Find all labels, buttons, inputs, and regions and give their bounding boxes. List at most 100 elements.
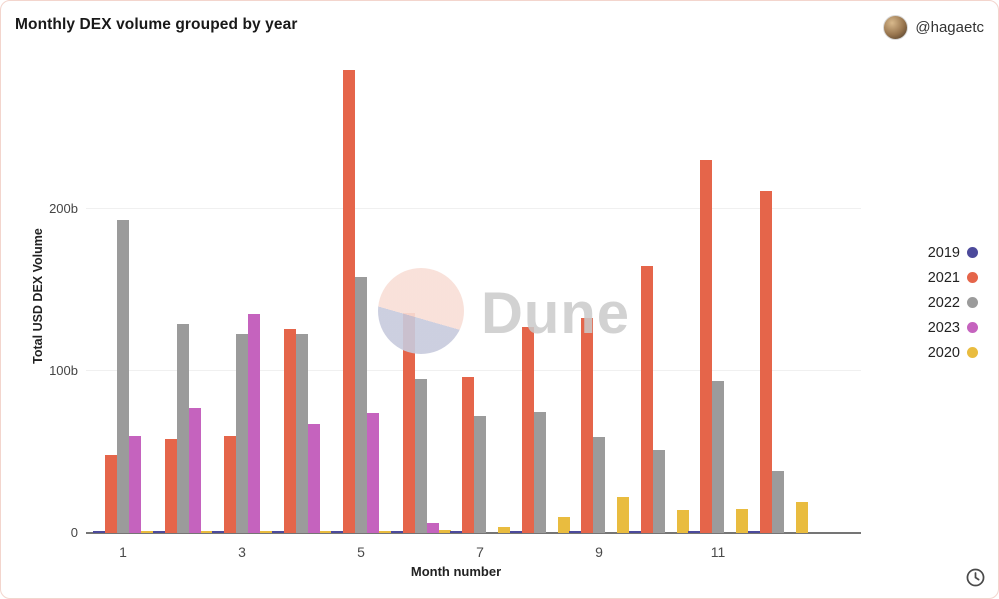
bar-2021-month-5[interactable] [343, 69, 355, 533]
legend-label: 2020 [927, 344, 960, 361]
author-profile[interactable]: @hagaetc [883, 15, 984, 40]
x-tick-label: 5 [357, 544, 365, 560]
gridline [86, 370, 861, 371]
legend-label: 2019 [927, 244, 960, 261]
legend-dot [967, 272, 978, 283]
bar-2021-month-2[interactable] [164, 439, 177, 533]
bar-2022-month-12[interactable] [771, 471, 784, 533]
bar-group-month-3 [212, 56, 272, 533]
bar-2022-month-10[interactable] [652, 450, 665, 533]
bar-2022-month-6[interactable] [414, 379, 427, 533]
bar-2023-month-2[interactable] [188, 408, 201, 533]
x-tick-label: 7 [476, 544, 484, 560]
bar-group-month-7 [450, 56, 510, 533]
bar-2019-month-5[interactable] [331, 531, 343, 533]
bar-2021-month-8[interactable] [521, 327, 534, 533]
y-tick-label: 200b [49, 201, 78, 216]
bar-2020-month-7[interactable] [498, 526, 510, 533]
bar-2021-month-9[interactable] [581, 317, 593, 533]
bar-2019-month-1[interactable] [93, 531, 105, 533]
page-title: Monthly DEX volume grouped by year [15, 16, 298, 33]
bar-2022-month-3[interactable] [236, 333, 248, 533]
bar-group-month-9 [569, 56, 629, 533]
bar-2020-month-3[interactable] [260, 531, 272, 533]
legend-item-2023[interactable]: 2023 [928, 315, 978, 340]
bar-2022-month-1[interactable] [117, 220, 129, 533]
x-tick-label: 3 [238, 544, 246, 560]
y-tick-label: 0 [70, 525, 78, 540]
bar-2023-month-1[interactable] [129, 435, 141, 533]
gridline [86, 208, 861, 209]
bar-2022-month-9[interactable] [593, 437, 605, 533]
bar-group-month-8 [509, 56, 570, 533]
bar-2023-month-6[interactable] [426, 523, 439, 533]
bar-2020-month-4[interactable] [319, 531, 332, 533]
bar-2020-month-11[interactable] [736, 508, 748, 533]
avatar[interactable] [883, 15, 909, 40]
bar-2021-month-6[interactable] [402, 312, 415, 533]
x-tick-label: 1 [119, 544, 127, 560]
legend: 2019 2021 2022 2023 2020 [928, 240, 978, 365]
dune-watermark: Dune [481, 281, 630, 346]
bar-2020-month-5[interactable] [379, 531, 391, 533]
legend-dot [967, 247, 978, 258]
bar-2021-month-10[interactable] [640, 265, 653, 533]
bar-2023-month-4[interactable] [307, 424, 320, 533]
bar-group-month-1 [93, 56, 153, 533]
bar-2019-month-11[interactable] [688, 531, 700, 533]
bar-2022-month-5[interactable] [355, 277, 367, 533]
bar-group-month-2 [152, 56, 213, 533]
bar-2019-month-12[interactable] [747, 531, 760, 533]
bar-2020-month-1[interactable] [141, 531, 153, 533]
bar-2022-month-7[interactable] [474, 416, 486, 533]
plot-area [86, 56, 861, 534]
legend-item-2019[interactable]: 2019 [928, 240, 978, 265]
bar-2022-month-4[interactable] [295, 333, 308, 533]
bar-2019-month-10[interactable] [628, 531, 641, 533]
bar-2020-month-2[interactable] [200, 531, 213, 533]
bar-group-month-12 [747, 56, 808, 533]
x-tick-label: 9 [595, 544, 603, 560]
bar-2023-month-5[interactable] [367, 413, 379, 533]
author-handle[interactable]: @hagaetc [915, 19, 984, 36]
bar-2020-month-12[interactable] [795, 502, 808, 533]
bar-2021-month-1[interactable] [105, 455, 117, 533]
dune-logo-circle [378, 268, 464, 354]
legend-item-2022[interactable]: 2022 [928, 290, 978, 315]
clock-icon[interactable] [965, 567, 986, 588]
bar-group-month-10 [628, 56, 689, 533]
legend-dot [967, 347, 978, 358]
bar-2022-month-11[interactable] [712, 380, 724, 533]
bar-2021-month-11[interactable] [700, 160, 712, 533]
bar-2021-month-7[interactable] [462, 377, 474, 533]
bar-2019-month-4[interactable] [271, 531, 284, 533]
legend-label: 2021 [927, 269, 960, 286]
bar-2023-month-3[interactable] [248, 314, 260, 533]
bar-2019-month-9[interactable] [569, 531, 581, 533]
bar-2019-month-2[interactable] [152, 531, 165, 533]
x-axis-label: Month number [410, 564, 502, 579]
bar-2022-month-8[interactable] [533, 411, 546, 533]
x-tick-label: 11 [710, 544, 726, 560]
legend-label: 2023 [927, 319, 960, 336]
legend-item-2020[interactable]: 2020 [928, 340, 978, 365]
bar-2019-month-7[interactable] [450, 531, 462, 533]
bar-2021-month-4[interactable] [283, 328, 296, 533]
bar-group-month-6 [390, 56, 451, 533]
y-axis-label: Total USD DEX Volume [31, 228, 45, 364]
x-axis-line [86, 532, 861, 534]
bar-2019-month-3[interactable] [212, 531, 224, 533]
legend-label: 2022 [927, 294, 960, 311]
bar-2020-month-10[interactable] [676, 510, 689, 533]
bar-2021-month-3[interactable] [224, 435, 236, 533]
y-tick-label: 100b [49, 363, 78, 378]
bar-2020-month-6[interactable] [438, 529, 451, 533]
bar-2019-month-8[interactable] [509, 531, 522, 533]
legend-item-2021[interactable]: 2021 [928, 265, 978, 290]
bar-2020-month-9[interactable] [617, 497, 629, 533]
bar-2020-month-8[interactable] [557, 516, 570, 533]
bar-2021-month-12[interactable] [759, 191, 772, 533]
bar-2022-month-2[interactable] [176, 324, 189, 533]
bar-2019-month-6[interactable] [390, 531, 403, 533]
